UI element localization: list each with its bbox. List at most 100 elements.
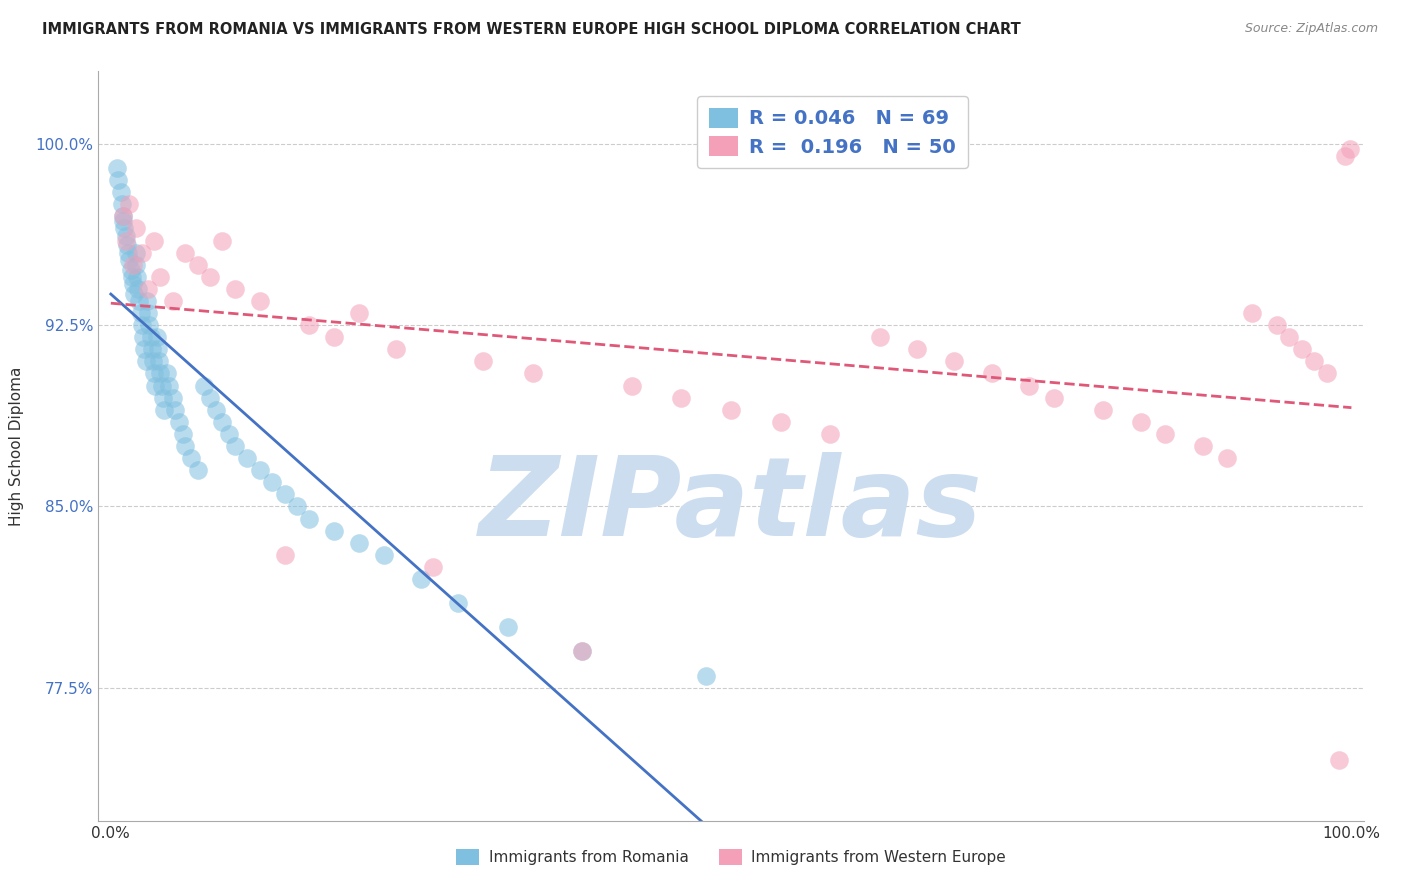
Point: [205, 402, 228, 417]
Point: [115, 238, 138, 252]
Point: [1278, 330, 1301, 344]
Text: Source: ZipAtlas.com: Source: ZipAtlas.com: [1244, 22, 1378, 36]
Point: [869, 330, 891, 344]
Point: [165, 402, 187, 417]
Point: [172, 426, 194, 441]
Point: [1042, 391, 1064, 405]
Point: [143, 234, 166, 248]
Point: [124, 258, 146, 272]
Point: [110, 185, 132, 199]
Point: [1129, 415, 1152, 429]
Point: [112, 210, 135, 224]
Point: [347, 306, 370, 320]
Point: [174, 245, 197, 260]
Point: [145, 330, 167, 344]
Point: [135, 354, 157, 368]
Point: [905, 343, 928, 357]
Point: [218, 426, 240, 441]
Point: [1316, 367, 1339, 381]
Point: [373, 548, 395, 562]
Point: [112, 210, 135, 224]
Point: [118, 197, 141, 211]
Point: [522, 367, 544, 381]
Point: [153, 402, 176, 417]
Y-axis label: High School Diploma: High School Diploma: [10, 367, 24, 525]
Point: [127, 282, 149, 296]
Point: [943, 354, 966, 368]
Point: [124, 286, 146, 301]
Point: [1327, 753, 1350, 767]
Point: [122, 258, 145, 272]
Point: [1191, 439, 1213, 453]
Point: [1291, 343, 1313, 357]
Point: [1334, 149, 1357, 163]
Point: [142, 354, 165, 368]
Point: [236, 451, 259, 466]
Point: [156, 367, 179, 381]
Point: [1216, 451, 1239, 466]
Point: [129, 306, 152, 320]
Point: [111, 197, 134, 211]
Point: [273, 487, 295, 501]
Point: [134, 343, 156, 357]
Point: [769, 415, 792, 429]
Point: [122, 277, 145, 291]
Point: [224, 439, 246, 453]
Point: [193, 378, 215, 392]
Point: [125, 269, 148, 284]
Point: [128, 293, 150, 308]
Point: [323, 524, 346, 538]
Point: [262, 475, 284, 490]
Point: [105, 161, 128, 175]
Point: [118, 252, 141, 267]
Text: IMMIGRANTS FROM ROMANIA VS IMMIGRANTS FROM WESTERN EUROPE HIGH SCHOOL DIPLOMA CO: IMMIGRANTS FROM ROMANIA VS IMMIGRANTS FR…: [42, 22, 1021, 37]
Point: [135, 293, 157, 308]
Point: [409, 572, 432, 586]
Point: [107, 173, 129, 187]
Point: [1092, 402, 1115, 417]
Legend: Immigrants from Romania, Immigrants from Western Europe: Immigrants from Romania, Immigrants from…: [449, 842, 1014, 873]
Point: [152, 391, 174, 405]
Point: [249, 463, 271, 477]
Point: [1339, 142, 1361, 156]
Point: [1154, 426, 1177, 441]
Point: [124, 221, 146, 235]
Point: [162, 391, 184, 405]
Point: [1265, 318, 1288, 333]
Point: [120, 262, 142, 277]
Point: [114, 228, 136, 243]
Point: [980, 367, 1002, 381]
Point: [149, 269, 172, 284]
Point: [114, 234, 136, 248]
Point: [187, 463, 209, 477]
Point: [347, 535, 370, 549]
Point: [117, 245, 139, 260]
Point: [695, 668, 717, 682]
Point: [112, 214, 135, 228]
Point: [149, 367, 172, 381]
Point: [385, 343, 408, 357]
Point: [422, 559, 444, 574]
Point: [187, 258, 209, 272]
Point: [150, 378, 173, 392]
Point: [145, 378, 167, 392]
Point: [157, 378, 180, 392]
Point: [131, 318, 153, 333]
Point: [124, 245, 146, 260]
Point: [472, 354, 495, 368]
Point: [323, 330, 346, 344]
Point: [139, 330, 162, 344]
Point: [249, 293, 271, 308]
Point: [138, 318, 160, 333]
Point: [198, 269, 221, 284]
Point: [136, 282, 159, 296]
Point: [571, 644, 593, 658]
Point: [121, 269, 143, 284]
Point: [447, 596, 470, 610]
Point: [167, 415, 190, 429]
Point: [211, 415, 233, 429]
Point: [820, 426, 842, 441]
Point: [136, 306, 159, 320]
Point: [180, 451, 202, 466]
Point: [620, 378, 643, 392]
